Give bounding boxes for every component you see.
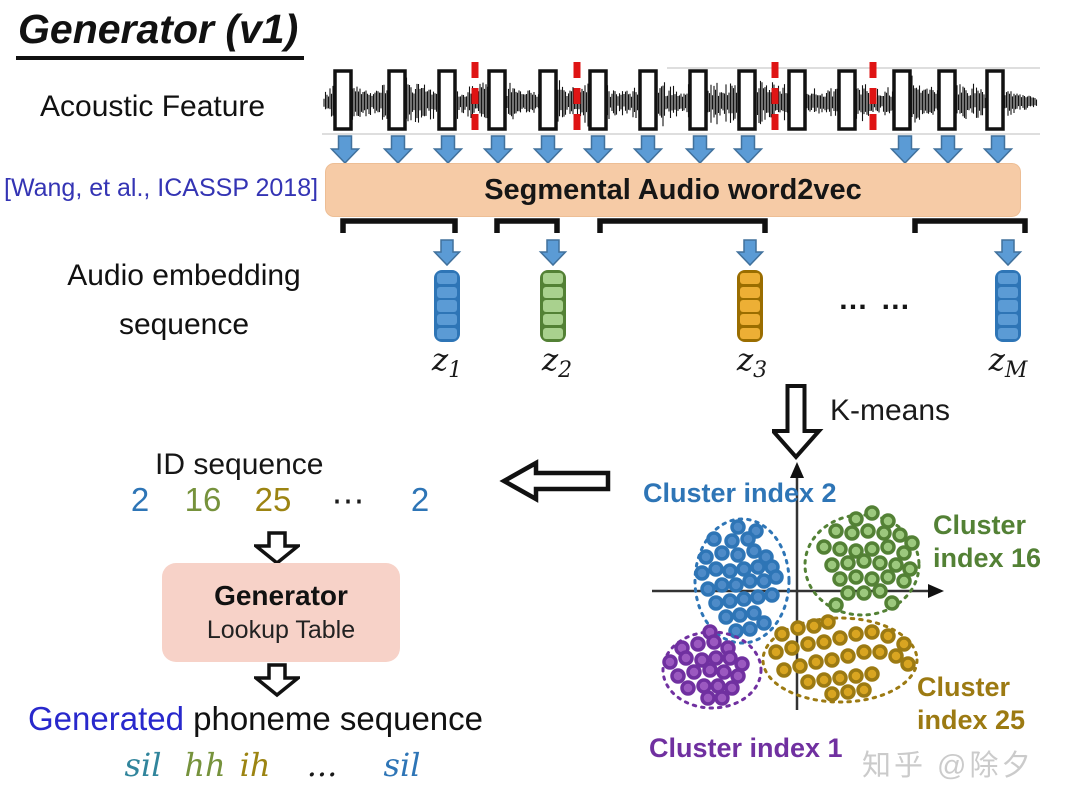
vector-cell <box>543 327 563 340</box>
vector-cell <box>543 300 563 312</box>
vector-cell <box>998 300 1018 312</box>
kmeans-label: K-means <box>830 394 951 427</box>
vector-cell <box>543 314 563 326</box>
generator-title: Generator <box>214 580 348 611</box>
vector-cell <box>998 314 1018 326</box>
embedding-vector-z2 <box>540 270 566 342</box>
page-title: Generator (v1) <box>16 6 305 60</box>
id-sequence-label: ID sequence <box>155 448 324 481</box>
vector-cell <box>543 286 563 298</box>
down-arrow-icon <box>251 662 303 705</box>
vector-cell <box>740 314 760 326</box>
generator-lookup-box: Generator Lookup Table <box>162 563 400 662</box>
vector-cell <box>740 273 760 285</box>
vector-cell <box>740 286 760 298</box>
vector-cell <box>543 273 563 285</box>
z3-label: z3 <box>736 342 768 384</box>
audio-embedding-label: Audio embedding sequence <box>67 259 301 341</box>
embedding-vector-z1 <box>434 270 460 342</box>
id-token: 2 <box>130 481 150 518</box>
watermark: 知乎 @除夕 <box>862 750 1034 782</box>
embedding-vector-zM <box>995 270 1021 342</box>
vector-cell <box>998 273 1018 285</box>
vector-cell <box>740 300 760 312</box>
embedding-vector-z3 <box>737 270 763 342</box>
vector-cell <box>437 286 457 298</box>
segment-brackets <box>322 216 1040 275</box>
left-arrow-icon <box>488 456 614 511</box>
segmental-word2vec-label: Segmental Audio word2vec <box>484 173 862 206</box>
cluster-index-2-label: Cluster index 2 <box>643 478 837 508</box>
z1-label: z1 <box>431 342 463 384</box>
vector-cell <box>740 327 760 340</box>
cluster-index-16-label: Cluster index 16 <box>933 510 1042 573</box>
vector-cell <box>998 327 1018 340</box>
vector-cell <box>437 300 457 312</box>
generated-word: Generated <box>28 700 184 737</box>
vector-cell <box>437 327 457 340</box>
id-token: 25 <box>254 481 292 518</box>
phoneme-token: sil <box>383 746 421 784</box>
generated-phoneme-heading: Generated phoneme sequence <box>28 700 483 738</box>
phoneme-token: ... <box>306 746 338 784</box>
phoneme-heading-rest: phoneme sequence <box>183 700 484 737</box>
zM-label: zM <box>988 342 1028 384</box>
vector-cell <box>437 314 457 326</box>
embedding-ellipsis: … … <box>838 283 913 316</box>
vector-cell <box>998 286 1018 298</box>
cluster-index-25-label: Cluster index 25 <box>917 672 1026 735</box>
segmental-word2vec-box: Segmental Audio word2vec <box>325 163 1021 217</box>
id-token: 2 <box>410 481 430 518</box>
phoneme-token: sil <box>124 746 162 784</box>
citation-text: [Wang, et al., ICASSP 2018] <box>4 174 319 202</box>
acoustic-feature-label: Acoustic Feature <box>40 90 266 123</box>
cluster-index-1-label: Cluster index 1 <box>649 733 843 763</box>
phoneme-token: hh <box>184 746 226 784</box>
id-token: ⋯ <box>331 482 365 519</box>
down-arrow-icon <box>251 530 303 573</box>
generator-subtitle: Lookup Table <box>206 616 356 644</box>
kmeans-scatter-plot <box>622 456 1080 806</box>
kmeans-down-arrow-icon <box>768 383 832 468</box>
vector-cell <box>437 273 457 285</box>
z2-label: z2 <box>541 342 573 384</box>
waveform-image <box>322 58 1040 169</box>
phoneme-token: ih <box>239 746 271 784</box>
id-token: 16 <box>184 481 222 518</box>
